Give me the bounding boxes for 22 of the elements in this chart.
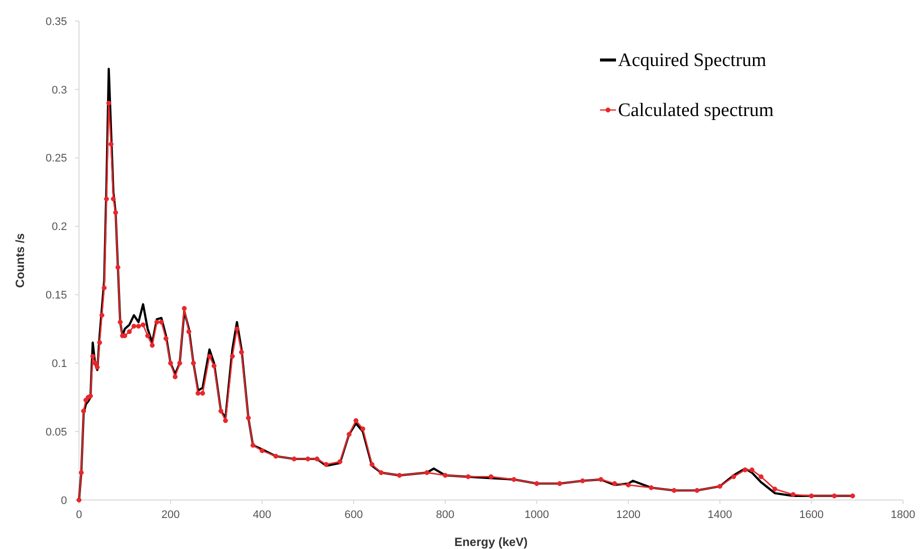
y-tick-label: 0.3 (52, 84, 67, 96)
x-tick-label: 800 (436, 509, 454, 521)
legend-label: Calculated spectrum (618, 100, 774, 121)
x-tick-label: 400 (252, 509, 272, 521)
y-tick-label: 0.05 (46, 426, 67, 438)
y-tick-label: 0.2 (52, 221, 67, 234)
y-tick-label: 0.25 (46, 152, 67, 165)
x-tick-label: 1000 (524, 509, 550, 521)
legend-label: Acquired Spectrum (618, 50, 766, 71)
y-tick-label: 0 (60, 494, 67, 507)
x-tick-label: 600 (344, 509, 363, 521)
y-tick-label: 0.35 (46, 16, 67, 28)
x-tick-label: 1200 (616, 509, 641, 521)
y-tick-label: 0.1 (52, 358, 67, 370)
x-axis-title: Energy (keV) (454, 535, 528, 549)
x-tick-label: 1800 (890, 509, 916, 521)
y-tick-label: 0.15 (46, 290, 67, 302)
y-axis-title: Counts /s (13, 232, 27, 288)
x-tick-label: 1600 (799, 509, 824, 521)
x-tick-label: 200 (161, 509, 180, 521)
x-tick-label: 1400 (708, 509, 732, 521)
x-tick-label: 0 (76, 509, 82, 521)
